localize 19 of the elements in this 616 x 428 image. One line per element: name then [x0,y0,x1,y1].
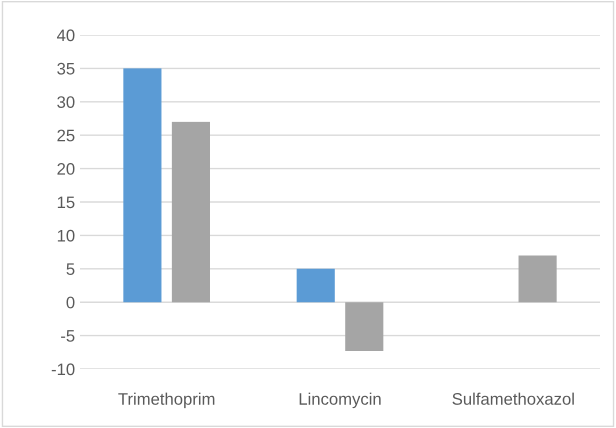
y-tick-label: 5 [66,263,74,276]
y-tick-label: 30 [57,96,74,108]
y-tick-label: 0 [66,296,74,308]
x-tick-label: Lincomycin [300,392,381,408]
y-tick-label: 25 [57,130,74,142]
y-tick-label: 10 [58,230,74,242]
bar [345,302,384,351]
y-tick-label: 20 [57,163,74,175]
y-tick-label: -5 [61,330,74,342]
bar [172,122,210,302]
y-tick-label: -10 [52,363,74,376]
x-tick-label: Trimethoprim [118,392,214,408]
bar [518,255,557,302]
x-tick-label: Sulfamethoxazol [452,392,574,405]
bar [296,268,335,302]
y-tick-label: 35 [57,62,74,75]
y-tick-label: 15 [58,196,74,208]
y-tick-label: 40 [56,29,74,42]
bar [123,68,162,302]
